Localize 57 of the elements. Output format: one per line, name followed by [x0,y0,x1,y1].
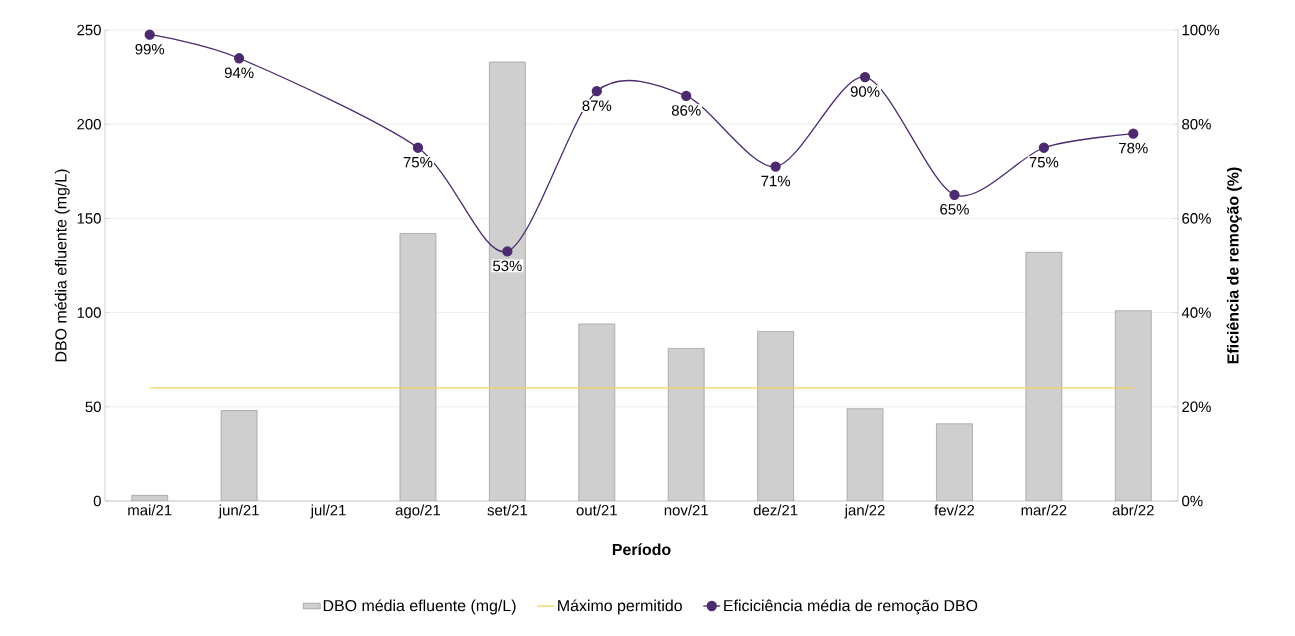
y-tick-label: 50 [85,401,101,413]
data-label: 75% [1029,156,1059,168]
point [859,71,871,83]
bar [847,408,884,501]
point [949,189,960,200]
x-tick-label: abr/22 [1112,504,1154,516]
legend-label: DBO média efluente (mg/L) [323,599,516,615]
data-label: 53% [493,260,522,272]
x-tick-label: ago/21 [395,504,441,519]
y2-tick-label: 80% [1182,118,1211,130]
y-tick-label: 250 [77,24,101,36]
point [591,86,602,97]
bar [399,233,436,501]
y-tick-label: 200 [77,118,101,130]
point [502,246,513,257]
data-label: 90% [850,86,880,97]
point [1128,128,1139,139]
data-label: 78% [1119,142,1148,154]
data-label: 86% [671,105,701,116]
y2-tick-label: 60% [1182,213,1211,224]
data-label: 94% [224,67,254,79]
point [681,90,692,102]
y2-tick-label: 20% [1182,401,1211,413]
data-label: 99% [135,43,165,55]
data-label: 75% [403,156,433,168]
y-tick-label: 0 [93,495,101,507]
x-tick-label: jan/22 [844,504,885,519]
x-tick-label: dez/21 [753,504,798,516]
legend-label: Eficiciência média de remoção DBO [724,599,978,615]
data-label: 65% [940,204,969,215]
x-tick-label: mai/21 [128,504,172,516]
y-tick-label: 150 [77,213,101,224]
legend-label: Máximo permitido [558,599,682,615]
point [770,161,781,172]
point [233,53,245,64]
point [412,142,424,153]
y-axis-title: DBO média efluente (mg/L) [54,169,70,362]
point [1038,142,1050,153]
x-tick-label: nov/21 [664,504,708,516]
y2-tick-label: 100% [1182,24,1220,36]
x-axis-title: Período [612,543,671,556]
x-tick-label: fev/22 [934,504,975,516]
x-tick-label: out/21 [576,504,617,516]
x-tick-label: mar/22 [1021,504,1067,516]
y2-tick-label: 40% [1181,307,1211,318]
y-tick-label: 100 [77,307,101,318]
data-label: 71% [761,175,791,187]
x-tick-label: set/21 [487,504,527,516]
y2-axis-title: Eficiência de remoção (%) [1226,167,1242,364]
y2-tick-label: 0% [1182,495,1203,507]
bar [936,423,973,501]
data-label: 87% [582,100,612,111]
bar [221,410,258,501]
point [144,29,155,40]
x-tick-label: jun/21 [218,504,259,519]
bar [1025,252,1062,501]
x-tick-label: jul/21 [310,504,346,519]
